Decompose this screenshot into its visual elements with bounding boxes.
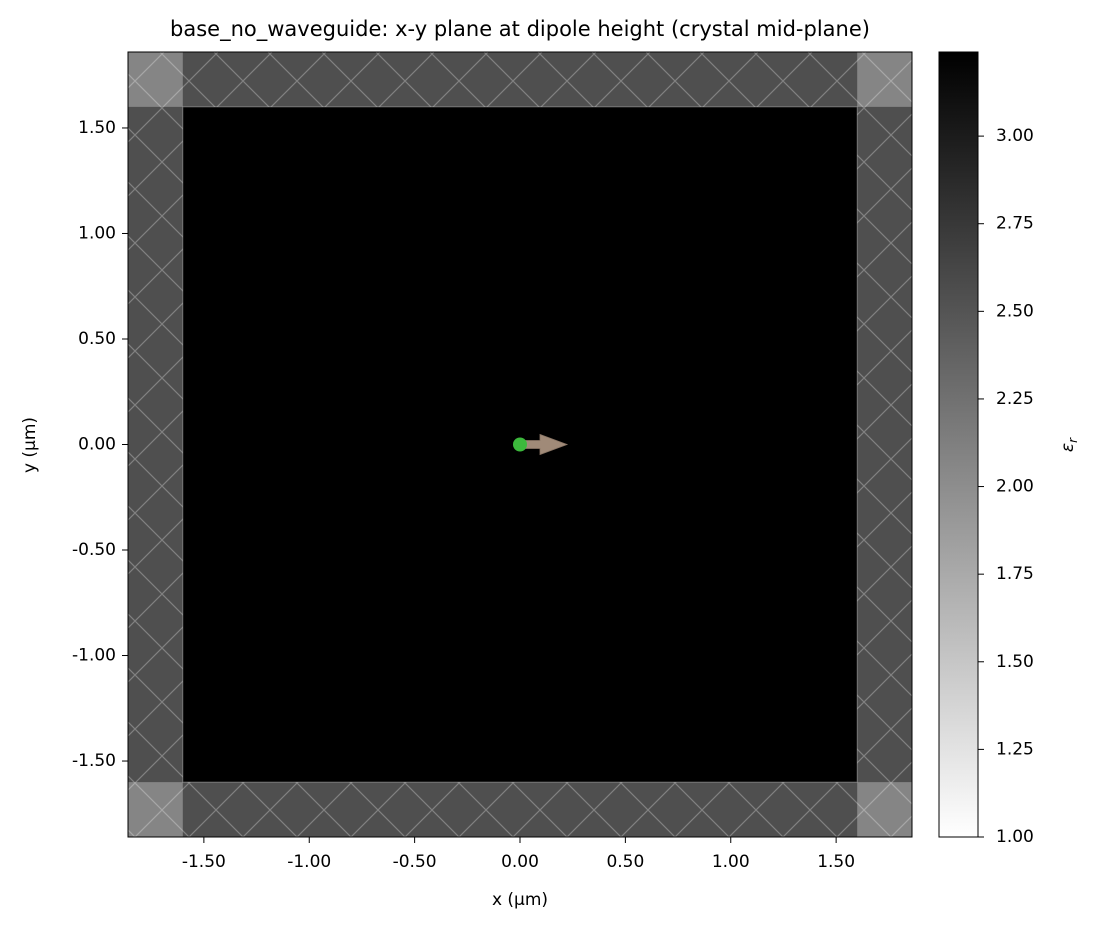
colorbar-label: εr xyxy=(1058,437,1080,452)
dipole-source xyxy=(513,437,527,452)
colorbar-tick-label: 1.00 xyxy=(996,827,1034,847)
colorbar-tick-label: 1.75 xyxy=(996,564,1034,584)
y-tick-label: 0.50 xyxy=(78,329,116,349)
y-tick-label: -0.50 xyxy=(72,540,116,560)
colorbar-tick-label: 2.25 xyxy=(996,389,1034,409)
y-tick-label: 1.00 xyxy=(78,223,116,243)
x-tick-label: 0.00 xyxy=(501,852,539,872)
colorbar-subscript: r xyxy=(1066,437,1080,443)
x-tick-label: 1.50 xyxy=(817,852,855,872)
x-tick-label: 0.50 xyxy=(606,852,644,872)
colorbar-tick-label: 2.50 xyxy=(996,301,1034,321)
chart-title: base_no_waveguide: x-y plane at dipole h… xyxy=(170,17,870,42)
colorbar-tick-label: 2.75 xyxy=(996,214,1034,234)
x-tick-label: -1.50 xyxy=(182,852,226,872)
colorbar-tick-label: 2.00 xyxy=(996,477,1034,497)
y-tick-label: -1.00 xyxy=(72,646,116,666)
y-tick-label: 0.00 xyxy=(78,435,116,455)
y-tick-label: 1.50 xyxy=(78,118,116,138)
x-tick-label: -0.50 xyxy=(393,852,437,872)
pml-edge xyxy=(182,106,858,783)
colorbar-symbol: ε xyxy=(1058,443,1078,452)
y-tick-label: -1.50 xyxy=(72,751,116,771)
x-tick-label: 1.00 xyxy=(712,852,750,872)
y-axis-label: y (µm) xyxy=(20,417,40,473)
colorbar xyxy=(938,51,979,838)
colorbar-tick-label: 1.50 xyxy=(996,652,1034,672)
colorbar-tick-label: 1.25 xyxy=(996,739,1034,759)
colorbar-tick-label: 3.00 xyxy=(996,126,1034,146)
x-axis-label: x (µm) xyxy=(492,890,548,910)
x-tick-label: -1.00 xyxy=(287,852,331,872)
